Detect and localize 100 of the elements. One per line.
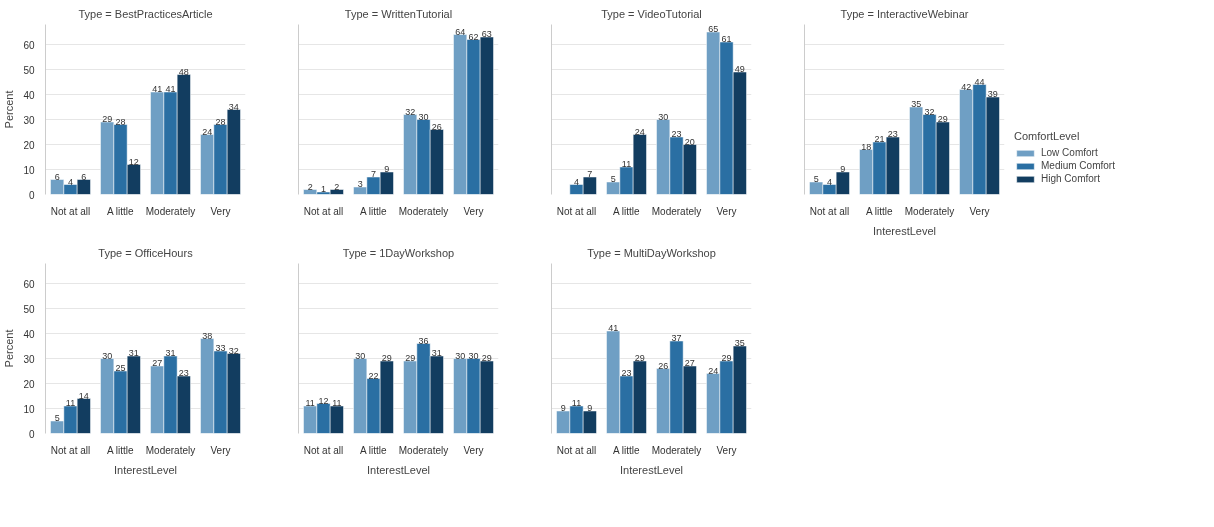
x-tick-label: A little	[106, 205, 134, 217]
chart-title: Type = BestPracticesArticle	[78, 7, 213, 20]
data-label: 35	[734, 338, 745, 348]
data-label: 30	[418, 111, 429, 122]
x-tick-label: Moderately	[145, 205, 196, 217]
data-label: 41	[608, 323, 619, 333]
y-tick-label: 20	[23, 378, 35, 390]
legend-title: ComfortLevel	[1014, 130, 1081, 142]
x-tick-label: Not at all	[303, 205, 344, 217]
data-label: 64	[455, 26, 466, 37]
y-tick-label: 0	[28, 428, 35, 440]
x-tick-label: Moderately	[651, 205, 702, 217]
data-label: 18	[861, 141, 872, 152]
data-label: 4	[827, 176, 833, 187]
data-label: 9	[587, 403, 593, 413]
data-label: 7	[371, 169, 377, 179]
data-label: 61	[721, 34, 732, 44]
data-label: 28	[115, 116, 126, 127]
y-tick-label: 40	[23, 89, 35, 101]
x-tick-label: A little	[612, 444, 640, 456]
data-label: 30	[102, 350, 113, 361]
data-label: 29	[102, 114, 113, 124]
data-label: 26	[658, 360, 669, 371]
data-label: 12	[318, 395, 329, 406]
data-label: 35	[911, 99, 922, 109]
data-label: 6	[54, 171, 60, 182]
y-tick-label: 20	[23, 139, 35, 151]
x-tick-label: Very	[210, 444, 231, 456]
data-label: 36	[418, 335, 429, 346]
y-tick-label: 0	[28, 189, 35, 201]
y-axis-title: Percent	[3, 329, 16, 368]
data-label: 32	[405, 106, 416, 117]
data-label: 29	[721, 353, 732, 363]
data-label: 1	[321, 184, 327, 194]
x-tick-label: Not at all	[556, 444, 597, 456]
data-label: 14	[78, 390, 89, 401]
data-label: 37	[671, 333, 682, 343]
data-label: 12	[128, 156, 139, 167]
data-label: 44	[974, 76, 985, 87]
data-label: 21	[874, 134, 885, 144]
x-tick-label: Very	[716, 205, 737, 217]
data-label: 7	[587, 169, 593, 179]
data-label: 4	[574, 176, 580, 187]
data-label: 31	[165, 348, 176, 358]
data-label: 9	[840, 164, 846, 174]
data-label: 25	[115, 363, 126, 373]
data-label: 29	[481, 353, 492, 363]
x-axis-title: InterestLevel	[114, 463, 177, 476]
x-tick-label: Very	[210, 205, 231, 217]
x-tick-label: A little	[865, 205, 893, 217]
data-label: 11	[332, 398, 342, 408]
y-tick-label: 10	[23, 164, 35, 176]
data-label: 28	[215, 116, 226, 127]
x-tick-label: Very	[463, 205, 484, 217]
data-label: 5	[813, 174, 819, 184]
data-label: 30	[355, 350, 366, 361]
data-label: 23	[621, 368, 632, 378]
data-label: 39	[987, 89, 998, 99]
data-label: 48	[178, 66, 189, 77]
x-tick-label: A little	[359, 205, 387, 217]
data-label: 32	[228, 345, 239, 356]
x-tick-label: A little	[106, 444, 134, 456]
data-label: 6	[81, 171, 87, 182]
data-label: 30	[455, 350, 466, 361]
x-tick-label: Not at all	[50, 444, 91, 456]
x-tick-label: Not at all	[303, 444, 344, 456]
data-label: 49	[734, 64, 745, 74]
x-tick-label: Not at all	[809, 205, 850, 217]
data-label: 2	[334, 181, 340, 192]
data-label: 29	[381, 353, 392, 363]
data-label: 31	[431, 348, 442, 358]
legend-label: Low Comfort	[1041, 147, 1098, 158]
data-label: 41	[165, 84, 176, 94]
data-label: 63	[481, 29, 492, 39]
data-label: 4	[68, 176, 74, 187]
data-label: 11	[621, 159, 632, 169]
y-tick-label: 50	[23, 64, 35, 76]
x-tick-label: Very	[716, 444, 737, 456]
data-label: 33	[215, 343, 226, 353]
data-label: 24	[202, 126, 213, 137]
data-label: 11	[571, 398, 582, 408]
data-label: 24	[634, 126, 645, 137]
x-tick-label: A little	[359, 444, 387, 456]
data-label: 31	[128, 348, 139, 358]
data-label: 22	[368, 370, 379, 381]
y-axis-title: Percent	[3, 90, 16, 129]
x-tick-label: Not at all	[556, 205, 597, 217]
x-tick-label: Moderately	[651, 444, 702, 456]
data-label: 23	[178, 368, 189, 378]
y-tick-label: 30	[23, 114, 35, 126]
chart-title: Type = 1DayWorkshop	[342, 246, 455, 259]
y-tick-label: 60	[23, 39, 35, 51]
data-label: 41	[152, 84, 163, 94]
chart-title: Type = InteractiveWebinar	[840, 7, 969, 20]
data-label: 62	[468, 31, 479, 42]
x-tick-label: A little	[612, 205, 640, 217]
y-tick-label: 30	[23, 353, 35, 365]
data-label: 30	[468, 350, 479, 361]
data-label: 20	[684, 136, 695, 147]
data-label: 29	[634, 353, 645, 363]
